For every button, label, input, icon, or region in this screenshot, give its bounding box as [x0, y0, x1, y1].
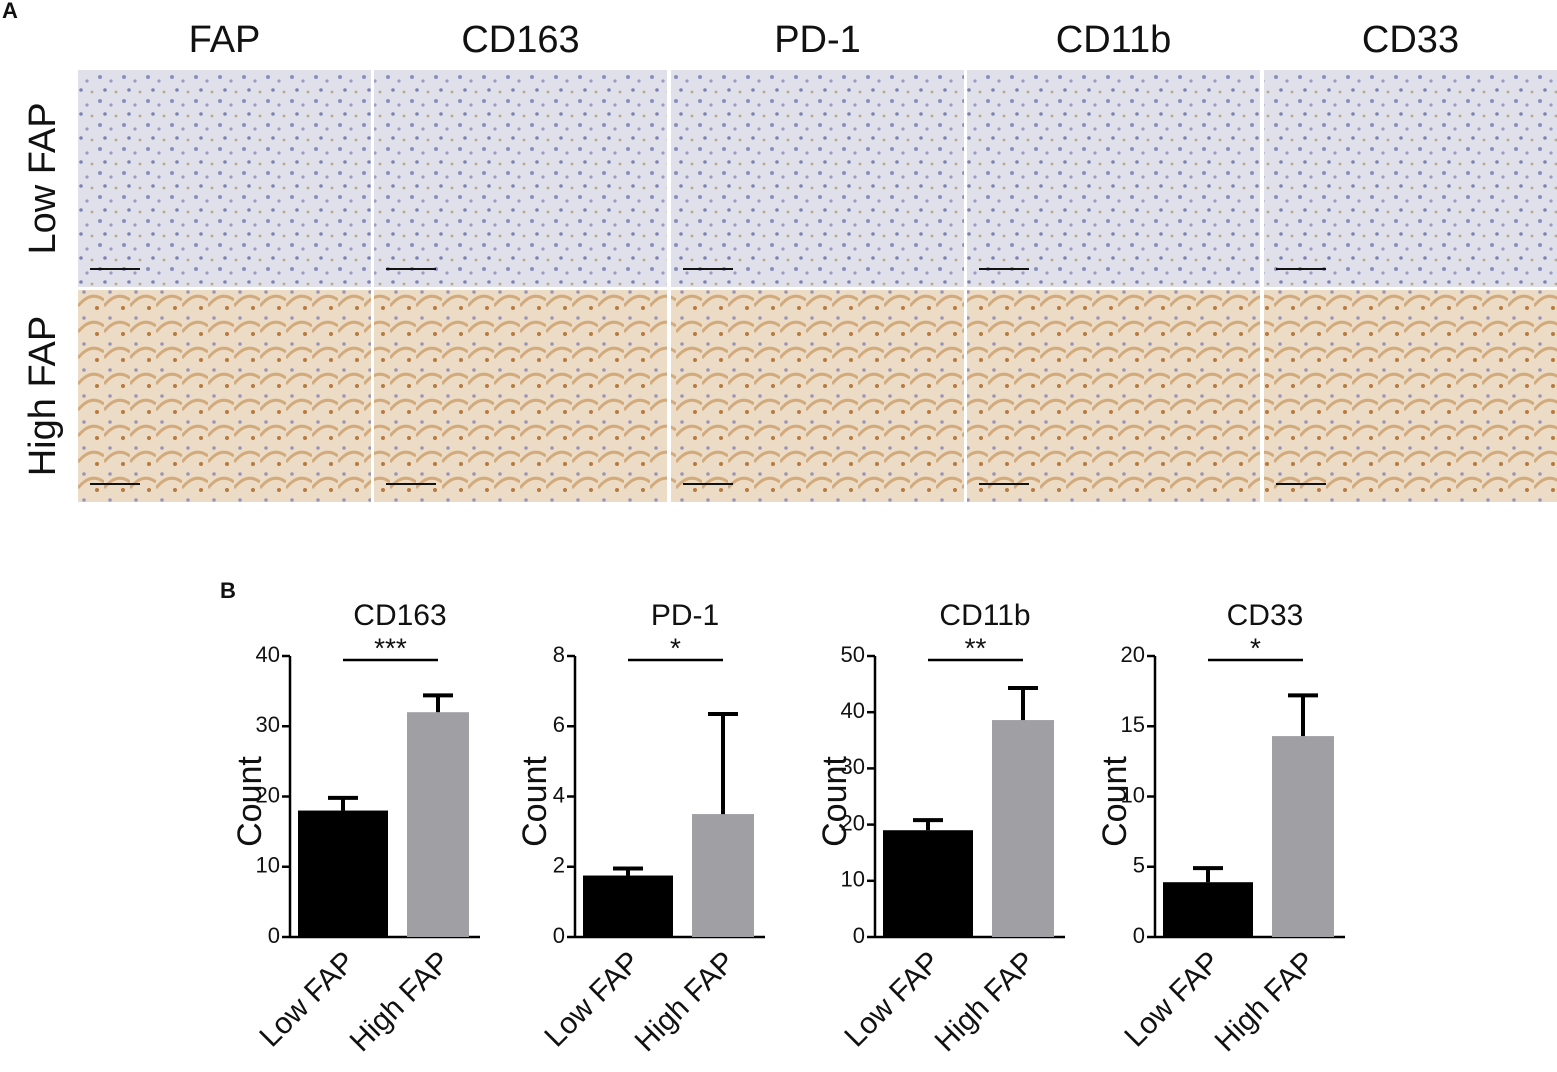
y-tick-label: 0	[553, 923, 565, 948]
x-tick-label: High FAP	[929, 945, 1042, 1058]
chart-title: CD11b	[939, 599, 1030, 632]
y-tick-label: 20	[841, 810, 865, 835]
y-tick-label: 4	[553, 782, 565, 807]
column-label: FAP	[189, 19, 261, 61]
bar	[298, 810, 388, 937]
y-tick-label: 30	[841, 754, 865, 779]
micrograph	[78, 290, 371, 502]
y-tick-label: 30	[256, 712, 280, 737]
y-tick-label: 20	[256, 782, 280, 807]
y-tick-label: 0	[1133, 923, 1145, 948]
y-tick-label: 50	[841, 642, 865, 667]
micrograph	[374, 70, 667, 287]
panel-label: A	[2, 0, 18, 23]
x-tick-label: High FAP	[629, 945, 742, 1058]
x-tick-label: High FAP	[1209, 945, 1322, 1058]
x-tick-label: High FAP	[344, 945, 457, 1058]
image-grid: FAP CD163 PD-1 CD11b CD33 Low FAP High FAP	[22, 19, 1557, 502]
y-tick-label: 10	[841, 867, 865, 892]
y-axis-label: Count	[1096, 756, 1134, 847]
column-label: PD-1	[774, 19, 861, 61]
micrograph	[967, 290, 1260, 502]
significance-label: *	[1250, 632, 1261, 663]
y-tick-label: 20	[1121, 642, 1145, 667]
significance-label: **	[965, 632, 987, 663]
bar	[883, 830, 973, 937]
chart-title: CD33	[1227, 599, 1304, 632]
row-label: Low FAP	[22, 102, 64, 254]
chart-title: CD163	[353, 599, 446, 632]
bar	[992, 720, 1054, 937]
bar	[1272, 736, 1334, 937]
significance-label: ***	[374, 632, 407, 663]
y-tick-label: 6	[553, 712, 565, 737]
y-axis-label: Count	[231, 756, 269, 847]
y-tick-label: 5	[1133, 853, 1145, 878]
y-axis-label: Count	[816, 756, 854, 847]
micrograph	[78, 70, 371, 287]
bar	[692, 814, 754, 937]
bar	[407, 712, 469, 937]
y-tick-label: 10	[256, 853, 280, 878]
bar	[583, 875, 673, 937]
micrograph	[671, 290, 964, 502]
y-tick-label: 40	[841, 698, 865, 723]
row-label: High FAP	[22, 316, 64, 477]
y-tick-label: 0	[268, 923, 280, 948]
bar	[1163, 882, 1253, 937]
column-label: CD163	[461, 19, 579, 61]
panel-label: B	[220, 578, 236, 603]
y-tick-label: 40	[256, 642, 280, 667]
y-tick-label: 0	[853, 923, 865, 948]
y-tick-label: 2	[553, 853, 565, 878]
y-tick-label: 15	[1121, 712, 1145, 737]
micrograph	[967, 70, 1260, 287]
micrograph	[1264, 290, 1557, 502]
y-tick-label: 8	[553, 642, 565, 667]
column-label: CD11b	[1056, 19, 1171, 61]
micrograph	[374, 290, 667, 502]
micrograph	[671, 70, 964, 287]
column-label: CD33	[1362, 19, 1459, 61]
y-axis-label: Count	[516, 756, 554, 847]
chart-title: PD-1	[651, 599, 719, 632]
y-tick-label: 10	[1121, 782, 1145, 807]
micrograph	[1264, 70, 1557, 287]
significance-label: *	[670, 632, 681, 663]
